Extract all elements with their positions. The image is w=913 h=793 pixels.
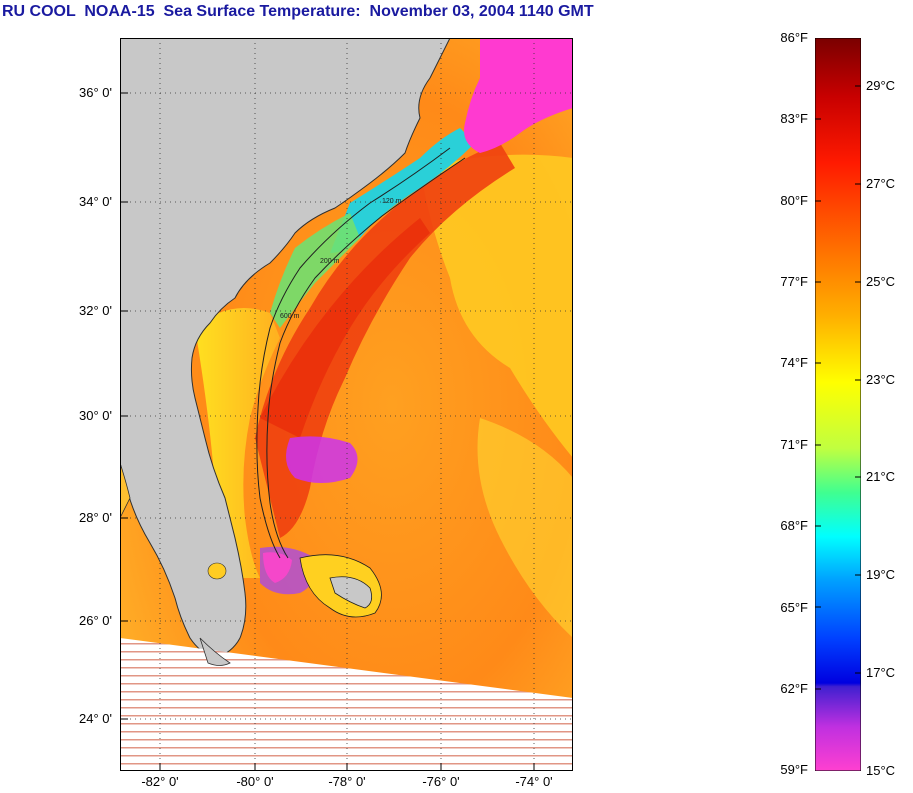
colorbar-ticks [815, 85, 861, 690]
lon-label-80: -80° 0' [236, 774, 274, 789]
contour-line-shallow [256, 147, 451, 559]
map-ticks [120, 92, 535, 771]
colorbar-f-74: 74°F [780, 355, 808, 370]
map-title: RU COOL NOAA-15 Sea Surface Temperature:… [2, 3, 594, 20]
colorbar-c-17: 17°C [866, 665, 896, 680]
colorbar-gradient [815, 38, 861, 771]
lat-label-32: 32° 0' [79, 303, 112, 318]
gulf-stream-core [260, 218, 430, 438]
sst-map: 120 m 200 m 600 m [120, 38, 573, 771]
colorbar-f-68: 68°F [780, 518, 808, 533]
cloud-cluster-1 [286, 436, 358, 483]
colorbar-f-59: 59°F [780, 762, 808, 777]
lat-label-26: 26° 0' [79, 613, 112, 628]
colorbar-f-86: 86°F [780, 30, 808, 45]
lon-label-74: -74° 0' [515, 774, 553, 789]
lake-okeechobee [207, 562, 227, 580]
shelf-green [270, 213, 360, 328]
cloud-cluster-3 [263, 552, 292, 583]
graticule [120, 38, 573, 771]
colorbar-c-29: 29°C [866, 78, 896, 93]
colorbar-f-62: 62°F [780, 681, 808, 696]
colorbar [815, 38, 861, 771]
shelf-yellow-south [195, 308, 280, 578]
colorbar-f-65: 65°F [780, 600, 808, 615]
colorbar-c-21: 21°C [866, 469, 896, 484]
colorbar-f-80: 80°F [780, 193, 808, 208]
east-warm-yellow [420, 154, 573, 458]
missing-data-swath [120, 638, 573, 771]
contour-line-deep [266, 157, 466, 559]
lat-label-28: 28° 0' [79, 510, 112, 525]
lat-label-24: 24° 0' [79, 711, 112, 726]
contour-label-200m: 200 m [320, 258, 340, 265]
east-yellow-2 [477, 418, 573, 638]
colorbar-c-23: 23°C [866, 372, 896, 387]
cloud-northeast [464, 38, 573, 153]
colorbar-c-27: 27°C [866, 176, 896, 191]
colorbar-f-83: 83°F [780, 111, 808, 126]
colorbar-c-25: 25°C [866, 274, 896, 289]
lon-label-78: -78° 0' [328, 774, 366, 789]
lat-label-34: 34° 0' [79, 194, 112, 209]
lat-label-30: 30° 0' [79, 408, 112, 423]
lon-label-76: -76° 0' [422, 774, 460, 789]
south-florida-land [199, 637, 231, 666]
colorbar-c-19: 19°C [866, 567, 896, 582]
shelf-cold-north [330, 128, 475, 253]
land-us [120, 38, 451, 659]
contour-label-600m: 600 m [280, 313, 300, 320]
colorbar-c-15: 15°C [866, 763, 896, 778]
bahamas-island [329, 576, 373, 609]
colorbar-f-77: 77°F [780, 274, 808, 289]
colorbar-f-71: 71°F [780, 437, 808, 452]
contour-label-120m: 120 m [382, 198, 402, 205]
lat-label-36: 36° 0' [79, 85, 112, 100]
lon-label-82: -82° 0' [141, 774, 179, 789]
gulf-of-mexico [120, 462, 131, 519]
